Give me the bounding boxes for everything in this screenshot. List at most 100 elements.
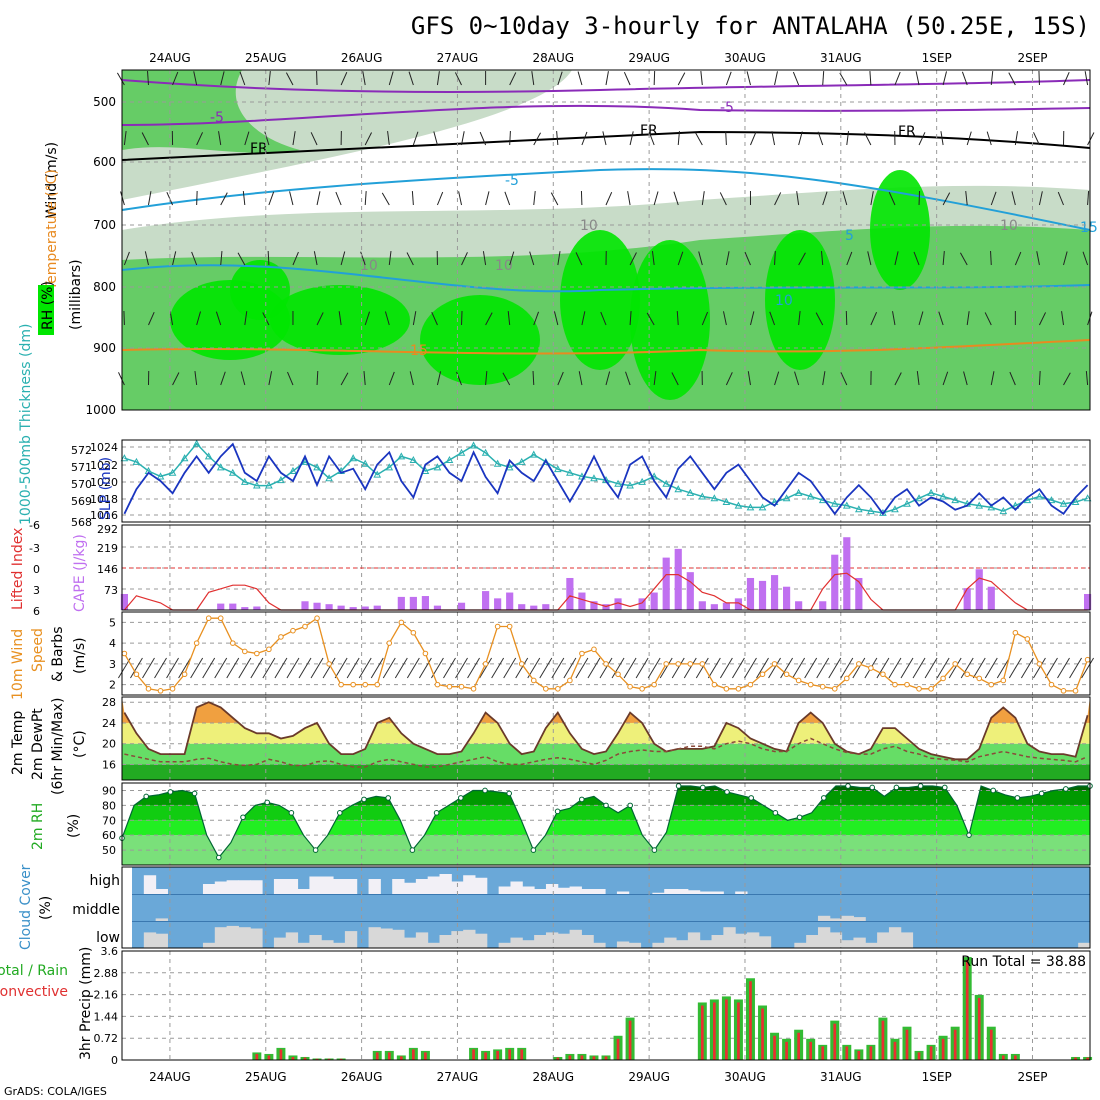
- thickness-point: [987, 503, 996, 511]
- wind10-barb: [575, 657, 589, 679]
- slp-axis-label: SLP (mb): [98, 457, 114, 520]
- cape-axis-label: CAPE (J/kg): [72, 534, 88, 612]
- wind10-barb: [515, 657, 529, 679]
- precip-conv-bar: [857, 1050, 861, 1060]
- wind10-point: [470, 685, 477, 692]
- wind-barb: [961, 71, 968, 86]
- cape-bar: [698, 601, 706, 610]
- wind10-point: [639, 685, 645, 692]
- wind10-barb: [166, 657, 179, 679]
- wind10-point: [988, 681, 995, 688]
- wind10-point: [398, 619, 405, 626]
- wind-barb: [364, 311, 371, 326]
- thickness-point: [313, 463, 321, 471]
- wind-barb: [986, 131, 992, 146]
- wind-barb: [870, 312, 878, 326]
- precip-conv-bar: [941, 1038, 945, 1060]
- wind10-barb: [346, 657, 360, 679]
- wind-barb: [220, 251, 223, 266]
- wind-barb: [244, 131, 250, 146]
- precip-conv-bar: [424, 1052, 427, 1060]
- wind-barb: [388, 371, 395, 386]
- wind-barb: [746, 71, 751, 86]
- rh2m-point: [942, 784, 948, 791]
- wind-barb: [461, 131, 465, 146]
- thickness-point: [891, 505, 899, 513]
- rh2m-point: [1014, 795, 1021, 801]
- cape-bar: [337, 605, 345, 610]
- wind-barb: [894, 71, 901, 86]
- cloud-middle-bar: [817, 915, 831, 921]
- wind-barb: [942, 251, 945, 266]
- thickness-point: [289, 466, 297, 474]
- wind10-point: [735, 685, 742, 692]
- cloud-high-bar: [451, 881, 464, 894]
- slp-tick: 1016: [90, 509, 118, 522]
- wind10-barb: [1033, 657, 1046, 679]
- wind10-point: [615, 671, 621, 678]
- run-total: Run Total = 38.88: [961, 954, 1086, 970]
- pressure-tick: 700: [93, 218, 116, 232]
- temp-axis-label: Temperature (°C): [44, 169, 60, 291]
- rh2m-point: [651, 847, 658, 853]
- cape-bar: [674, 548, 682, 610]
- wind-barb: [578, 371, 583, 386]
- wind10-point: [687, 661, 694, 667]
- temp-tick: 16: [102, 758, 116, 771]
- wind-barb: [220, 371, 226, 386]
- temp-contour-minus5: [121, 79, 1091, 93]
- thickness-tick: 571: [71, 461, 92, 474]
- wind-barb: [822, 371, 826, 386]
- wind-barb: [215, 311, 222, 326]
- thickness-point: [493, 459, 502, 467]
- cloud-low-bar: [297, 942, 310, 948]
- precip-conv-bar: [905, 1029, 909, 1060]
- rh2m-label: 2m RH: [30, 803, 46, 850]
- wind10-point: [591, 646, 597, 653]
- wind10-point: [579, 650, 585, 657]
- cape-bar: [795, 601, 803, 610]
- rh-shade-bright: [560, 230, 640, 370]
- wind10-point: [193, 640, 200, 646]
- precip-conv-bar: [917, 1052, 921, 1060]
- wind10-barb: [852, 657, 866, 679]
- cloud-high-bar: [593, 889, 606, 894]
- cloud-high-bar: [534, 889, 547, 894]
- cloud-low-bar: [250, 928, 263, 948]
- wind10-point: [314, 615, 320, 622]
- wind-barb: [363, 371, 366, 386]
- rh2m-point: [385, 795, 392, 801]
- cloud-high-bar: [676, 889, 689, 894]
- wind-barb: [244, 311, 248, 326]
- wind-barb: [529, 251, 535, 266]
- dewpt-line: [124, 737, 1088, 768]
- wind-barb: [436, 71, 440, 86]
- wind-barb: [556, 131, 559, 146]
- cloud-low-bar: [806, 935, 819, 948]
- cape-bar: [421, 596, 429, 610]
- wind-barb: [796, 191, 800, 206]
- date-tick-top: 26AUG: [341, 51, 383, 65]
- precip-conv-bar: [713, 1002, 716, 1060]
- rh2m-point: [796, 814, 803, 821]
- precip-conv-bar: [953, 1029, 957, 1060]
- wind-barb: [1063, 72, 1070, 86]
- cloud-high-bar: [616, 891, 630, 894]
- cloud-low-bar: [581, 935, 594, 948]
- precip-conv-bar: [592, 1056, 596, 1060]
- wind-barb: [509, 251, 515, 266]
- cloud-low-bar: [888, 927, 902, 948]
- temp-band-lt16: [122, 764, 1090, 780]
- precip-conv-bar: [869, 1046, 873, 1060]
- cape-bar: [855, 577, 863, 610]
- rh2m-point: [240, 814, 246, 821]
- precip-conv-bar: [833, 1023, 837, 1060]
- wind-barb: [815, 312, 824, 326]
- precip-conv-bar: [496, 1050, 499, 1060]
- cloud-high-bar: [687, 890, 701, 894]
- precip-conv-bar: [279, 1049, 283, 1060]
- cloud-low-bar: [309, 935, 322, 948]
- precip-conv-bar: [737, 1002, 740, 1060]
- temp-contour-minus5: [121, 104, 1091, 126]
- thickness-point: [265, 481, 273, 489]
